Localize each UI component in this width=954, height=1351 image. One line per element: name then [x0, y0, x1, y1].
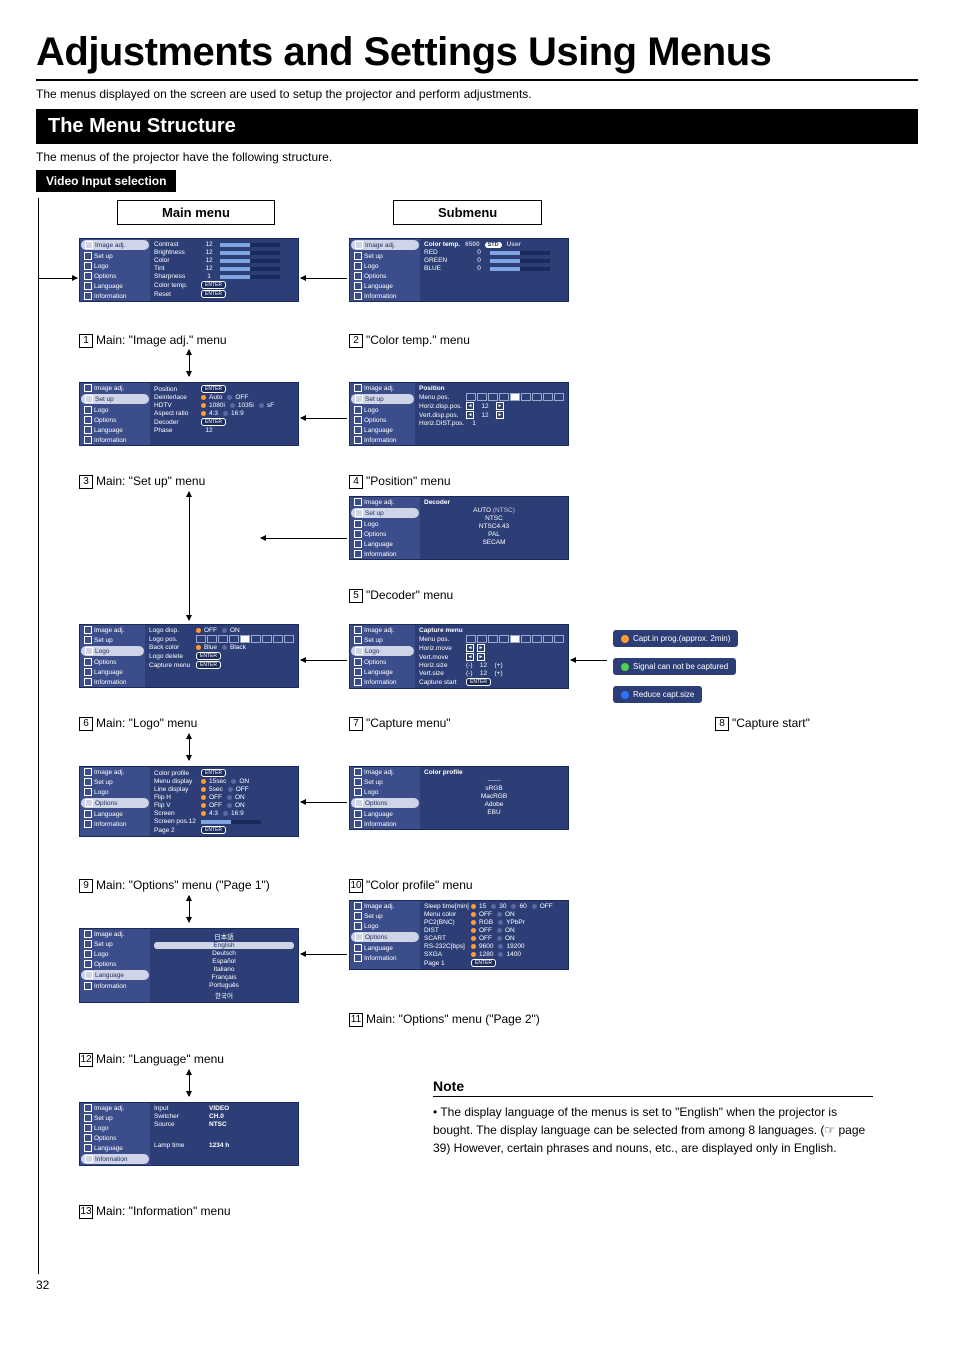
- arrow-icon: [261, 538, 347, 539]
- note-box: Note • The display language of the menus…: [433, 1078, 873, 1157]
- logo-menu: Image adj.Set upLogoOptionsLanguageInfor…: [79, 624, 299, 688]
- page-title: Adjustments and Settings Using Menus: [36, 30, 918, 75]
- arrow-icon: [571, 660, 607, 661]
- arrow-icon: [301, 660, 347, 661]
- image-adj-menu: Image adj.Set upLogoOptionsLanguageInfor…: [79, 238, 299, 302]
- caption-10: 10"Color profile" menu: [349, 878, 473, 893]
- options1-menu: Image adj.Set upLogoOptionsLanguageInfor…: [79, 766, 299, 837]
- note-heading: Note: [433, 1078, 873, 1097]
- information-menu: Image adj.Set upLogoOptionsLanguageInfor…: [79, 1102, 299, 1166]
- arrow-icon: [301, 278, 347, 279]
- divider: [36, 79, 918, 81]
- arrow-icon: [189, 350, 190, 376]
- section-header: The Menu Structure: [36, 109, 918, 144]
- arrow-icon: [189, 1070, 190, 1096]
- intro-text: The menus displayed on the screen are us…: [36, 87, 918, 101]
- arrow-icon: [301, 802, 347, 803]
- decoder-menu: Image adj.Set upLogoOptionsLanguageInfor…: [349, 496, 569, 560]
- color-temp-menu: Image adj.Set upLogoOptionsLanguageInfor…: [349, 238, 569, 302]
- arrow-icon: [189, 734, 190, 760]
- video-input-tag: Video Input selection: [36, 170, 176, 192]
- language-menu: Image adj.Set upLogoOptionsLanguageInfor…: [79, 928, 299, 1003]
- caption-8: 8"Capture start": [715, 716, 810, 731]
- options2-menu: Image adj.Set upLogoOptionsLanguageInfor…: [349, 900, 569, 970]
- page-number: 32: [36, 1278, 918, 1292]
- sub-intro: The menus of the projector have the foll…: [36, 150, 918, 164]
- capture-msg-1: Capt.in prog.(approx. 2min): [613, 630, 738, 647]
- caption-5: 5"Decoder" menu: [349, 588, 453, 603]
- caption-1: 1Main: "Image adj." menu: [79, 333, 227, 348]
- capture-msg-3: Reduce capt.size: [613, 686, 702, 703]
- caption-11: 11Main: "Options" menu ("Page 2"): [349, 1012, 540, 1027]
- setup-menu: Image adj.Set upLogoOptionsLanguageInfor…: [79, 382, 299, 446]
- arrow-icon: [301, 418, 347, 419]
- caption-4: 4"Position" menu: [349, 474, 451, 489]
- arrow-icon: [301, 954, 347, 955]
- caption-13: 13Main: "Information" menu: [79, 1204, 231, 1219]
- caption-3: 3Main: "Set up" menu: [79, 474, 205, 489]
- position-menu: Image adj.Set upLogoOptionsLanguageInfor…: [349, 382, 569, 446]
- color-profile-menu: Image adj.Set upLogoOptionsLanguageInfor…: [349, 766, 569, 830]
- caption-2: 2"Color temp." menu: [349, 333, 470, 348]
- note-body: • The display language of the menus is s…: [433, 1103, 873, 1157]
- caption-12: 12Main: "Language" menu: [79, 1052, 224, 1067]
- connector: [39, 278, 77, 279]
- caption-7: 7"Capture menu": [349, 716, 451, 731]
- capture-msg-2: Signal can not be captured: [613, 658, 736, 675]
- submenu-header: Submenu: [393, 200, 542, 225]
- menu-structure-diagram: Main menu Submenu Image adj.Set upLogoOp…: [38, 198, 918, 1274]
- caption-6: 6Main: "Logo" menu: [79, 716, 197, 731]
- arrow-icon: [189, 492, 190, 620]
- main-menu-header: Main menu: [117, 200, 275, 225]
- capture-menu: Image adj.Set upLogoOptionsLanguageInfor…: [349, 624, 569, 689]
- caption-9: 9Main: "Options" menu ("Page 1"): [79, 878, 270, 893]
- arrow-icon: [189, 896, 190, 922]
